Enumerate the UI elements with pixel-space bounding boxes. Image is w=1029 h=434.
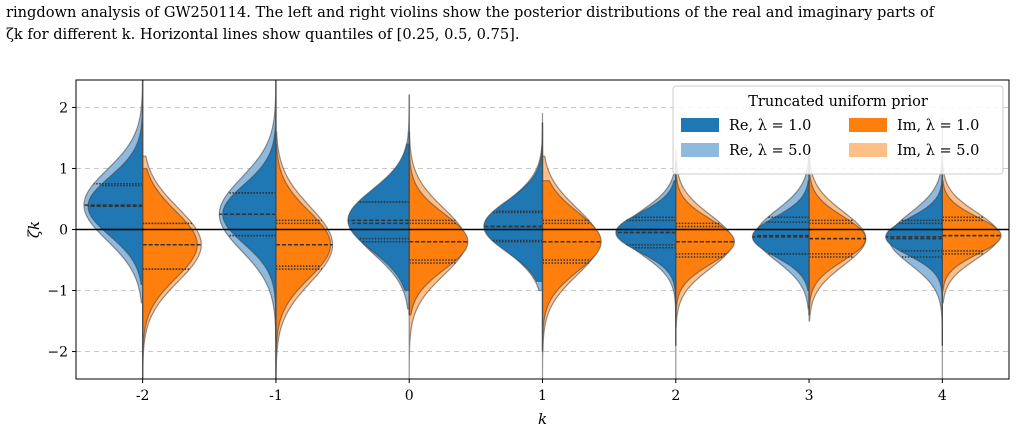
violins — [83, 80, 1002, 379]
legend-swatch — [849, 118, 887, 132]
violin-im-k4 — [941, 180, 1002, 292]
violin-im-k3 — [808, 155, 867, 316]
caption-line-2: ζk for different k. Horizontal lines sho… — [6, 26, 520, 43]
legend: Truncated uniform prior Re, λ = 1.0 Re, λ … — [672, 85, 1004, 175]
y-tick-label: 0 — [59, 223, 68, 239]
x-tick-label: 0 — [405, 388, 414, 404]
x-tick-label: -2 — [136, 388, 150, 404]
figure-caption: ringdown analysis of GW250114. The left … — [6, 2, 1024, 46]
y-axis-label-group: ζk — [25, 221, 43, 238]
x-axis-label: k — [538, 410, 547, 428]
legend-swatch — [681, 143, 719, 157]
caption-line-1: ringdown analysis of GW250114. The left … — [6, 4, 935, 21]
violin-re-k3 — [751, 180, 810, 292]
legend-label: Re, λ = 1.0 — [729, 118, 811, 134]
legend-title: Truncated uniform prior — [748, 94, 928, 110]
y-axis-label: ζk — [25, 221, 43, 238]
y-tick-label: −2 — [47, 345, 68, 361]
x-tick-label: 3 — [805, 388, 814, 404]
legend-label: Re, λ = 5.0 — [729, 143, 811, 159]
violin-im-k2 — [675, 161, 736, 316]
x-tick-label: 4 — [938, 388, 947, 404]
legend-label: Im, λ = 1.0 — [897, 118, 979, 134]
y-tick-label: 1 — [59, 161, 68, 177]
violin-re-k2 — [615, 180, 677, 347]
violin-im-k-1 — [275, 143, 332, 379]
x-tick-label: 1 — [538, 388, 547, 404]
y-tick-label: 2 — [59, 100, 68, 116]
violin-re-k-1 — [222, 80, 277, 347]
y-axis: 2 1 0 −1 −2 — [47, 100, 76, 361]
y-tick-label: −1 — [47, 284, 68, 300]
violin-re-k0 — [347, 143, 410, 292]
violin-re-k1 — [483, 121, 544, 282]
violin-im-k1 — [541, 180, 602, 353]
violin-im-k0 — [408, 131, 469, 316]
legend-label: Im, λ = 5.0 — [897, 143, 979, 159]
legend-swatch — [681, 118, 719, 132]
legend-box — [672, 85, 1004, 175]
x-tick-label: -1 — [269, 388, 283, 404]
x-tick-label: 2 — [671, 388, 680, 404]
legend-swatch — [849, 143, 887, 157]
x-axis: -2 -1 0 1 2 3 4 — [136, 379, 947, 404]
